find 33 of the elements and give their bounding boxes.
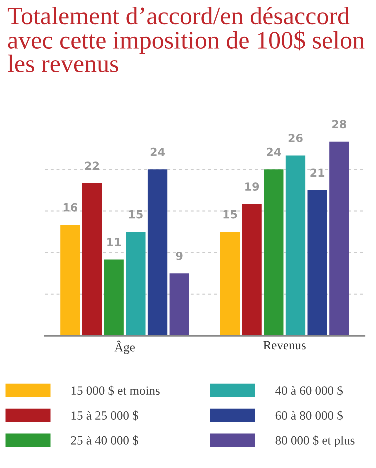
bar (170, 274, 190, 336)
bar (220, 232, 240, 336)
data-label: 28 (332, 120, 346, 129)
x-tick-label: Revenus (264, 341, 306, 350)
data-label: 24 (267, 148, 282, 156)
data-label: 15 (129, 210, 143, 219)
legend-label: 60 à 80 000 $ (276, 410, 344, 421)
x-tick-label: Âge (114, 340, 135, 354)
data-label: 15 (224, 210, 238, 219)
data-label: 19 (246, 182, 260, 192)
bar (330, 142, 350, 336)
bar (242, 204, 262, 336)
legend-label: 40 à 60 000 $ (276, 386, 344, 396)
bar (148, 170, 168, 336)
data-label: 16 (64, 203, 78, 212)
legend-label: 15 à 25 000 $ (72, 410, 138, 421)
data-label: 22 (85, 162, 100, 170)
legend-label: 15 000 $ et moins (72, 386, 160, 396)
bar (286, 156, 306, 336)
legend-label: 25 à 40 000 $ (71, 436, 138, 446)
bar (104, 260, 124, 336)
bar (126, 232, 146, 336)
data-label: 21 (310, 168, 325, 177)
bar (60, 225, 80, 336)
data-label: 24 (150, 148, 165, 156)
data-label: 26 (288, 134, 303, 142)
data-label: 9 (176, 252, 183, 260)
legend-label: 80 000 $ et plus (276, 436, 355, 448)
bar (308, 190, 328, 336)
data-label: 11 (108, 238, 122, 246)
bar (82, 183, 102, 336)
chart-title: Totalement d’accord/en désaccord avec cette imposition de 100$ selon les revenus (8, 6, 365, 72)
bar (264, 170, 284, 336)
